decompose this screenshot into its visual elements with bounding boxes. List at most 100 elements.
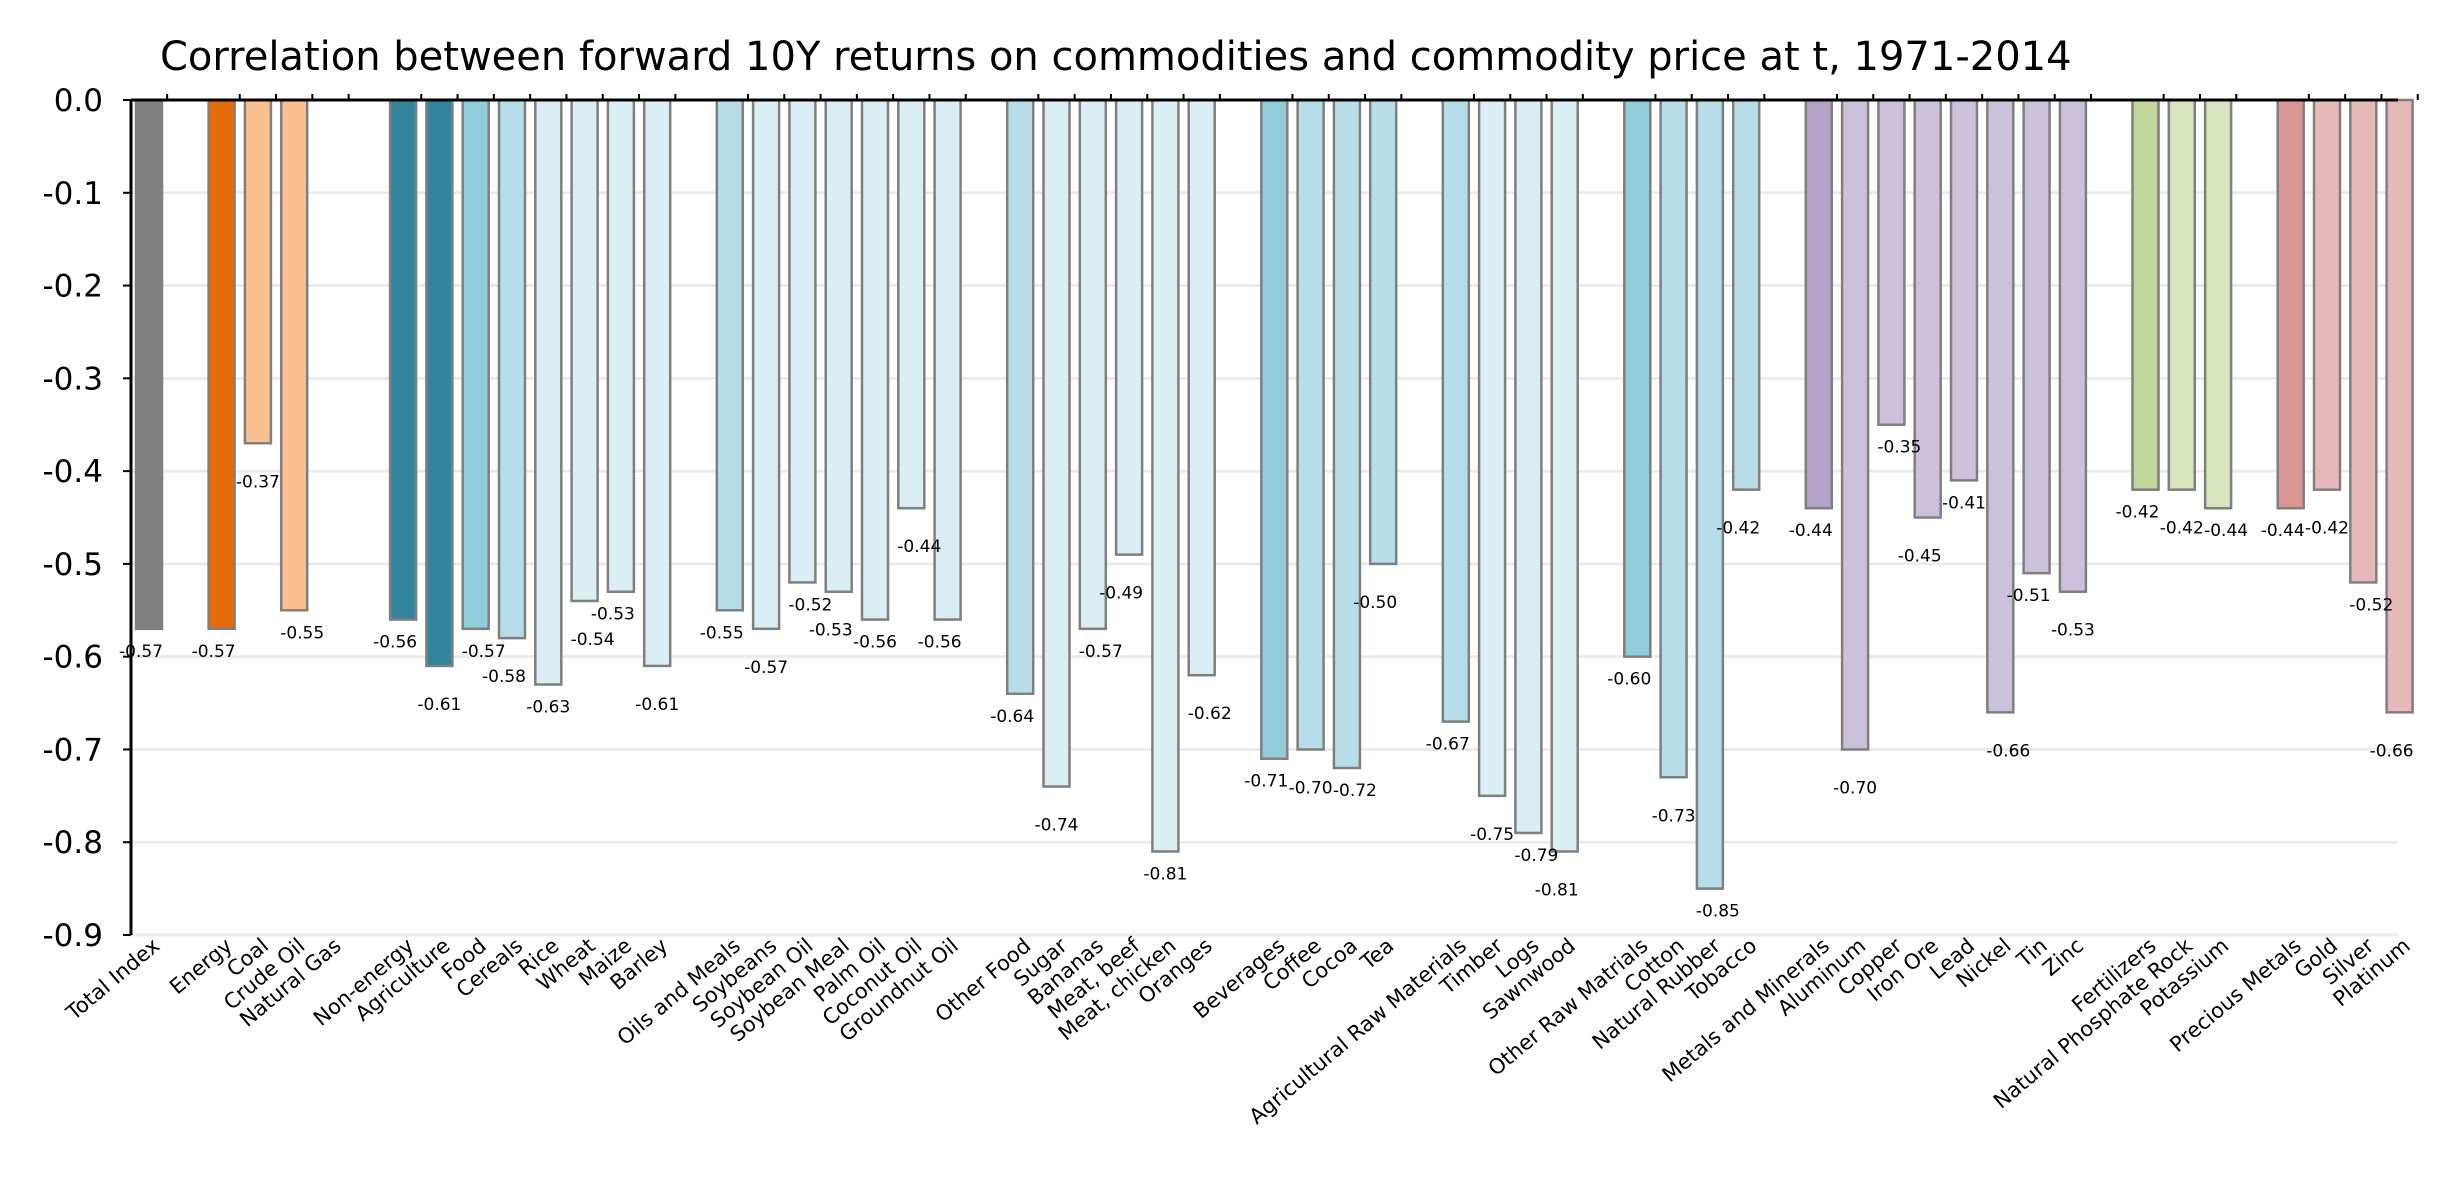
value-label: -0.73 [1652, 806, 1696, 826]
bar [1986, 98, 2015, 714]
bar [570, 98, 599, 603]
bar [2058, 98, 2088, 593]
value-label: -0.58 [482, 667, 526, 687]
bar [1441, 98, 1471, 723]
bar [2022, 98, 2051, 575]
bar [1078, 98, 1108, 631]
bar [1368, 98, 1398, 566]
y-tick-label: -0.2 [43, 269, 104, 305]
value-label: -0.53 [809, 621, 853, 641]
bar [243, 98, 273, 445]
bar [606, 98, 636, 593]
bar [279, 98, 309, 612]
bar [1913, 98, 1942, 519]
chart-title: Correlation between forward 10Y returns … [160, 34, 2072, 80]
bar [715, 98, 745, 612]
y-tick-label: -0.4 [43, 454, 104, 490]
bar [642, 98, 672, 668]
value-label: -0.79 [1514, 846, 1558, 866]
value-label: -0.42 [2305, 519, 2349, 539]
value-label: -0.42 [2116, 503, 2160, 523]
value-label: -0.74 [1035, 816, 1079, 836]
bar [2131, 98, 2160, 491]
value-label: -0.64 [990, 707, 1034, 727]
value-label: -0.55 [700, 623, 744, 643]
value-label: -0.42 [1716, 519, 1760, 539]
value-label: -0.51 [2007, 586, 2051, 606]
bar [1296, 98, 1325, 751]
bar [1731, 98, 1761, 491]
bar [1877, 98, 1906, 426]
value-label: -0.81 [1535, 881, 1579, 901]
value-label: -0.37 [236, 472, 280, 492]
bar [1659, 98, 1688, 779]
bar [1695, 98, 1725, 890]
value-label: -0.50 [1353, 593, 1397, 613]
bar [1042, 98, 1071, 788]
bar [2312, 98, 2342, 491]
bar [134, 98, 164, 631]
bar [1005, 98, 1035, 696]
value-label: -0.67 [1426, 735, 1470, 755]
value-label: -0.45 [1898, 547, 1942, 567]
value-label: -0.56 [918, 633, 962, 653]
value-label: -0.49 [1099, 584, 1143, 604]
bar [1514, 98, 1543, 835]
bar [1550, 98, 1579, 853]
bars [134, 98, 2414, 890]
value-label: -0.72 [1333, 781, 1377, 801]
y-tick-label: 0.0 [54, 83, 103, 119]
value-label: -0.44 [1789, 521, 1833, 541]
y-tick-label: -0.1 [43, 176, 104, 212]
bar [2385, 98, 2414, 714]
bar [425, 98, 454, 668]
bar [461, 98, 490, 631]
y-tick-label: -0.9 [43, 918, 104, 954]
y-axis: 0.0 -0.1 -0.2 -0.3 -0.4 -0.5 -0.6 -0.7 -0.8 -0.9 [43, 83, 133, 954]
value-label: -0.81 [1143, 865, 1187, 885]
value-label: -0.70 [1833, 778, 1877, 798]
bar [1151, 98, 1180, 853]
value-label: -0.70 [1289, 778, 1333, 798]
bar [1332, 98, 1362, 770]
bar [860, 98, 890, 621]
y-tick-label: -0.7 [43, 732, 104, 768]
value-label: -0.42 [2160, 519, 2204, 539]
bar [2349, 98, 2378, 584]
y-tick-label: -0.6 [43, 640, 104, 676]
value-label: -0.56 [853, 633, 897, 653]
bar [207, 98, 236, 631]
value-label: -0.75 [1470, 825, 1514, 845]
y-tick-label: -0.3 [43, 361, 104, 397]
y-tick-label: -0.5 [43, 547, 104, 583]
bar [824, 98, 853, 593]
value-label: -0.53 [591, 605, 635, 625]
bar [388, 98, 418, 621]
bar [897, 98, 926, 510]
value-label: -0.62 [1188, 704, 1232, 724]
bar [1477, 98, 1507, 798]
value-label: -0.66 [2370, 741, 2414, 761]
value-label: -0.41 [1942, 493, 1986, 513]
value-label: -0.53 [2051, 621, 2095, 641]
value-label: -0.57 [192, 642, 236, 662]
bar [1260, 98, 1289, 760]
value-label: -0.57 [1079, 642, 1123, 662]
value-label: -0.57 [744, 658, 788, 678]
value-label: -0.54 [571, 630, 615, 650]
value-label: -0.44 [897, 537, 941, 557]
bar [1623, 98, 1652, 658]
value-label: -0.61 [417, 695, 461, 715]
value-label: -0.44 [2261, 521, 2305, 541]
value-label: -0.56 [373, 633, 417, 653]
value-label: -0.71 [1244, 772, 1288, 792]
bar [2203, 98, 2233, 510]
value-label: -0.60 [1607, 670, 1651, 690]
x-tick-label: Tea [1355, 933, 1398, 975]
bar [1114, 98, 1144, 556]
bar [788, 98, 817, 584]
value-label: -0.55 [280, 623, 324, 643]
bar [534, 98, 563, 686]
bar [497, 98, 527, 640]
